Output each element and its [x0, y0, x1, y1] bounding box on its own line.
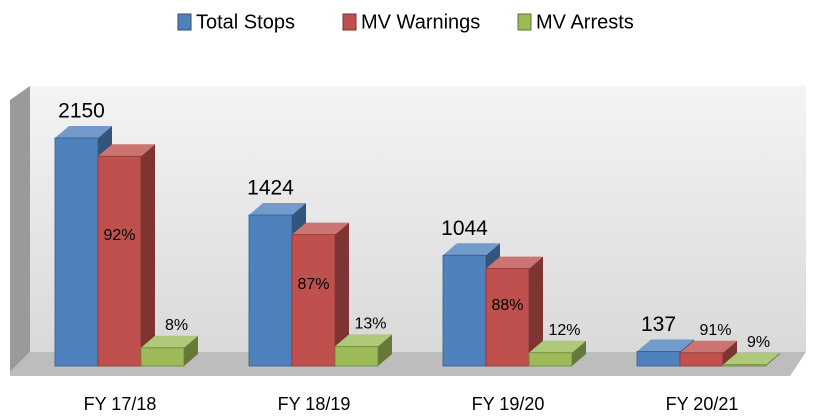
bar-top — [637, 339, 694, 352]
data-label: 87% — [297, 276, 329, 293]
data-label: 91% — [699, 322, 731, 339]
bar — [485, 268, 530, 367]
data-label: 1044 — [441, 217, 488, 240]
bar-top — [486, 256, 543, 269]
data-label: 9% — [747, 334, 770, 351]
bar — [636, 351, 681, 367]
data-label: 8% — [165, 317, 188, 334]
legend: Total Stops MV Warnings MV Arrests — [177, 11, 634, 33]
data-label: 1424 — [247, 177, 294, 200]
floor — [10, 352, 806, 376]
bar-side — [572, 340, 586, 366]
bar — [334, 345, 379, 367]
bar-side — [335, 222, 349, 366]
bar-side — [141, 144, 155, 366]
bar — [442, 254, 487, 367]
legend-swatch — [342, 13, 357, 31]
data-label: 2150 — [58, 100, 105, 123]
bar — [54, 137, 99, 367]
bar-top — [249, 202, 306, 215]
data-label: 88% — [491, 297, 523, 314]
data-label: 12% — [548, 322, 580, 339]
data-label: 137 — [641, 313, 676, 336]
legend-label: MV Arrests — [536, 11, 634, 33]
bar — [140, 347, 185, 367]
data-label: 92% — [103, 227, 135, 244]
data-label: 13% — [354, 316, 386, 333]
bar — [679, 352, 724, 367]
plot: 2150 92% 8% FY 17/18 1424 87% 13% FY 18/19 1044 8… — [54, 100, 780, 414]
side-wall — [10, 86, 30, 372]
x-tick-label: FY 19/20 — [472, 394, 545, 414]
bar-top — [443, 243, 500, 256]
back-wall — [30, 86, 806, 352]
bar-side — [723, 340, 737, 366]
x-tick-label: FY 20/21 — [666, 394, 739, 414]
bar-side — [184, 335, 198, 366]
bar-top — [529, 340, 586, 353]
bar — [248, 214, 293, 367]
x-tick-label: FY 17/18 — [84, 394, 157, 414]
legend-swatch — [517, 13, 532, 31]
legend-swatch — [177, 13, 192, 31]
bar-side — [766, 352, 780, 366]
bar — [528, 352, 573, 367]
bar-top — [680, 340, 737, 353]
bar — [97, 155, 142, 367]
legend-label: Total Stops — [196, 11, 295, 33]
bar — [291, 234, 336, 367]
bar-top — [98, 144, 155, 157]
bar-side — [378, 334, 392, 366]
bar-top — [141, 335, 198, 348]
x-tick-label: FY 18/19 — [278, 394, 351, 414]
bar-top — [335, 334, 392, 347]
legend-label: MV Warnings — [361, 11, 480, 33]
bar-side — [529, 256, 543, 366]
bar-top — [292, 222, 349, 235]
bar-top — [55, 126, 112, 138]
bar — [722, 364, 767, 367]
bar-top — [723, 352, 780, 365]
